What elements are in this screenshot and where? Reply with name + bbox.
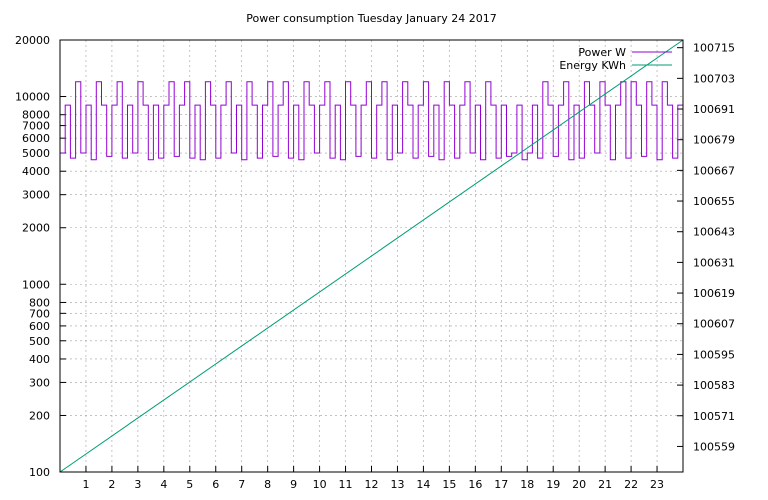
right-tick-label: 100607 xyxy=(693,318,735,331)
chart-title: Power consumption Tuesday January 24 201… xyxy=(246,12,496,25)
x-tick-label: 12 xyxy=(365,478,379,491)
left-tick-label: 300 xyxy=(29,376,50,389)
right-tick-label: 100715 xyxy=(693,42,735,55)
x-tick-label: 9 xyxy=(290,478,297,491)
left-tick-label: 2000 xyxy=(22,222,50,235)
right-tick-label: 100703 xyxy=(693,72,735,85)
series-power-line xyxy=(60,81,683,161)
right-tick-label: 100691 xyxy=(693,103,735,116)
right-tick-label: 100595 xyxy=(693,348,735,361)
left-tick-label: 7000 xyxy=(22,120,50,133)
x-tick-label: 15 xyxy=(442,478,456,491)
left-tick-label: 200 xyxy=(29,409,50,422)
right-tick-label: 100643 xyxy=(693,226,735,239)
right-tick-label: 100571 xyxy=(693,410,735,423)
x-tick-label: 5 xyxy=(186,478,193,491)
x-tick-label: 2 xyxy=(108,478,115,491)
x-tick-label: 22 xyxy=(624,478,638,491)
left-tick-label: 600 xyxy=(29,320,50,333)
legend-label: Power W xyxy=(578,46,626,59)
x-tick-label: 7 xyxy=(238,478,245,491)
left-tick-label: 800 xyxy=(29,296,50,309)
left-tick-label: 700 xyxy=(29,307,50,320)
left-tick-label: 6000 xyxy=(22,132,50,145)
legend-label: Energy KWh xyxy=(559,59,626,72)
x-tick-label: 20 xyxy=(572,478,586,491)
right-tick-label: 100631 xyxy=(693,256,735,269)
x-axis: 1 2 3 4 5 6 7 8 9 10 11 12 13 14 15 16 17 18 19 20 21 22 23 xyxy=(82,466,664,491)
left-tick-label: 8000 xyxy=(22,109,50,122)
x-tick-label: 8 xyxy=(264,478,271,491)
x-tick-label: 1 xyxy=(82,478,89,491)
x-tick-label: 19 xyxy=(546,478,560,491)
x-tick-label: 18 xyxy=(520,478,534,491)
x-tick-label: 23 xyxy=(650,478,664,491)
left-tick-label: 4000 xyxy=(22,165,50,178)
x-tick-label: 3 xyxy=(134,478,141,491)
left-tick-label: 5000 xyxy=(22,147,50,160)
left-tick-label: 20000 xyxy=(15,34,50,47)
x-tick-label: 16 xyxy=(468,478,482,491)
x-tick-label: 6 xyxy=(212,478,219,491)
right-tick-label: 100655 xyxy=(693,195,735,208)
plot-series xyxy=(59,39,684,473)
left-tick-label: 100 xyxy=(29,466,50,479)
right-tick-label: 100667 xyxy=(693,164,735,177)
left-tick-label: 1000 xyxy=(22,278,50,291)
x-tick-label: 4 xyxy=(160,478,167,491)
right-y-axis: 100559 100571 100583 100595 100607 100619 1006… xyxy=(677,42,735,453)
left-tick-label: 3000 xyxy=(22,189,50,202)
right-tick-label: 100679 xyxy=(693,134,735,147)
x-tick-label: 17 xyxy=(494,478,508,491)
series-energy-line xyxy=(59,39,684,473)
left-tick-label: 400 xyxy=(29,353,50,366)
left-tick-label: 10000 xyxy=(15,91,50,104)
x-tick-label: 13 xyxy=(390,478,404,491)
x-tick-label: 21 xyxy=(598,478,612,491)
left-tick-label: 500 xyxy=(29,335,50,348)
right-tick-label: 100559 xyxy=(693,440,735,453)
plot-frame xyxy=(59,39,684,473)
x-tick-label: 14 xyxy=(416,478,430,491)
right-tick-label: 100583 xyxy=(693,379,735,392)
x-tick-label: 11 xyxy=(339,478,353,491)
right-tick-label: 100619 xyxy=(693,287,735,300)
x-tick-label: 10 xyxy=(313,478,327,491)
